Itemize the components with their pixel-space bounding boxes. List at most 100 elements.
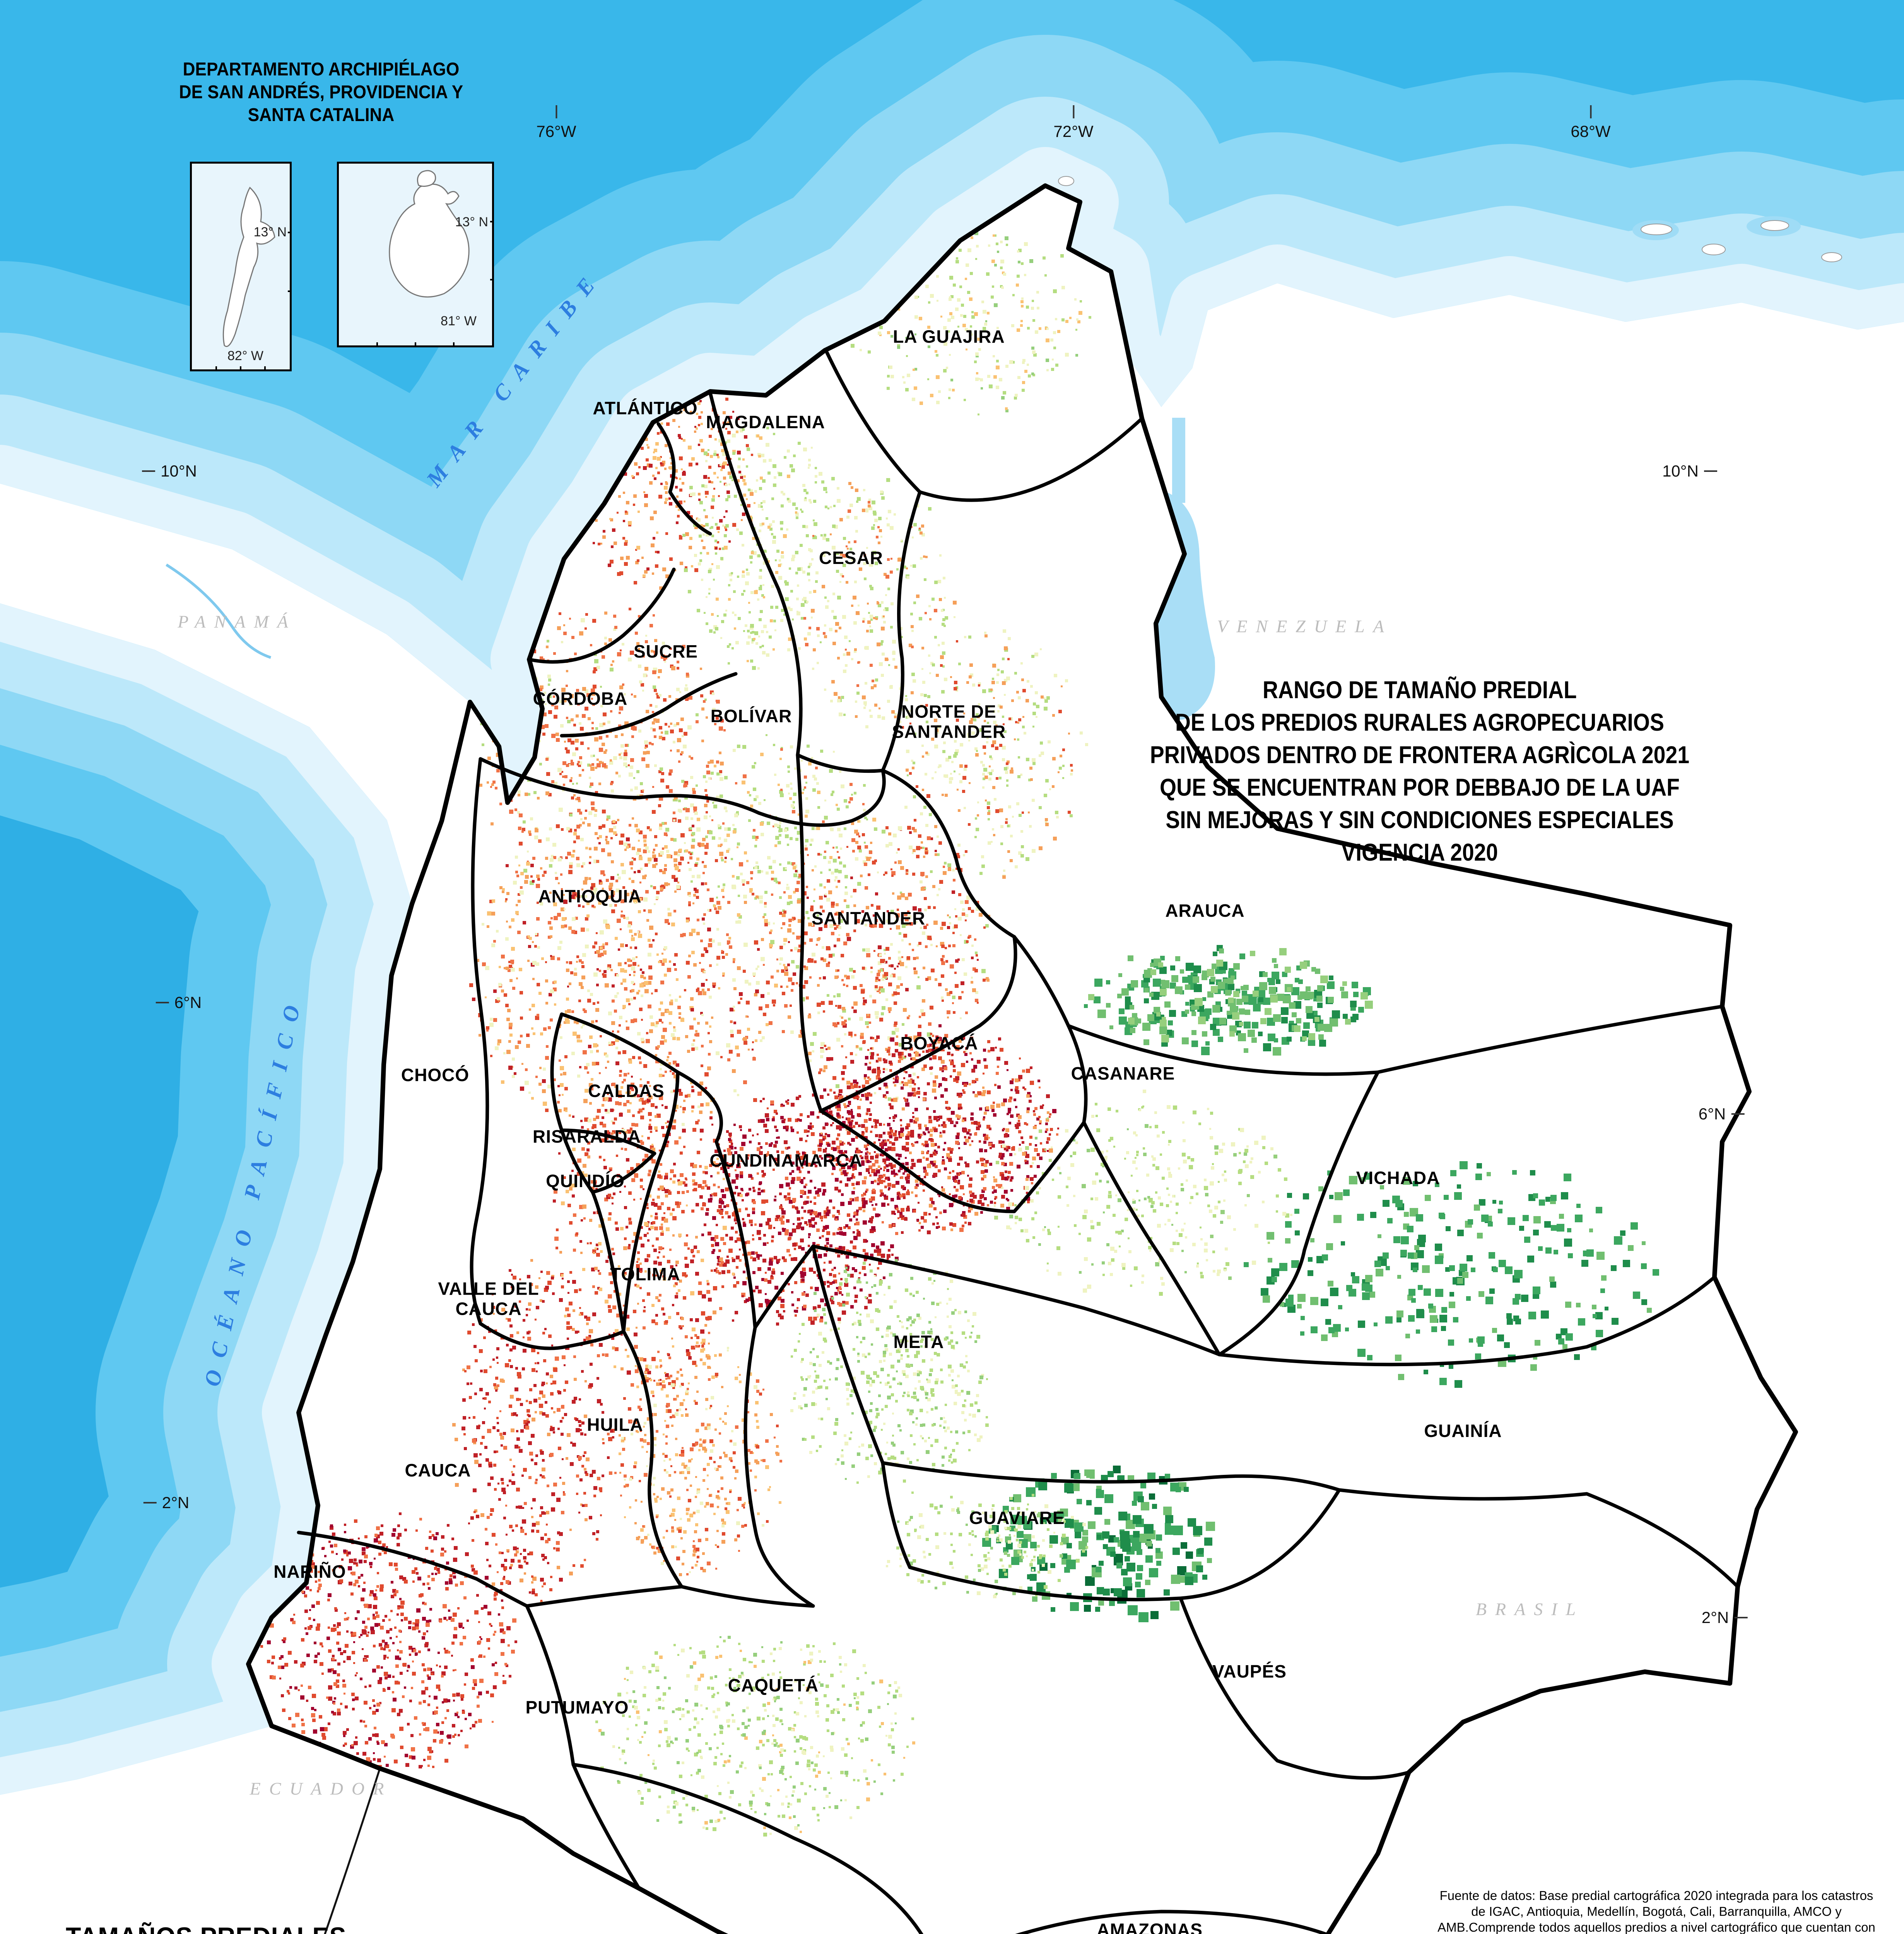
map-title-line: SIN MEJORAS Y SIN CONDICIONES ESPECIALES — [1166, 806, 1674, 834]
graticule-tick — [1590, 105, 1591, 118]
speckle-layer — [779, 826, 979, 1100]
speckle-layer — [578, 370, 748, 577]
country-label-ecuador: ECUADOR — [250, 1779, 393, 1799]
map-title-line: DE LOS PREDIOS RURALES AGROPECUARIOS — [1175, 709, 1664, 736]
speckle-layer — [701, 1088, 899, 1319]
department-label-bolívar: BOLÍVAR — [710, 706, 792, 726]
graticule-tick — [1704, 470, 1717, 472]
inset1-lat-label: 13° N — [253, 225, 287, 239]
department-label-chocó: CHOCÓ — [401, 1065, 470, 1085]
predios-speckles — [260, 222, 1659, 1837]
department-label-la-guajira: LA GUAJIRA — [893, 326, 1005, 347]
speckle-layer — [790, 1271, 984, 1478]
speckle-layer — [982, 1473, 1204, 1622]
speckle-layer — [561, 1086, 749, 1374]
inset-title-line: DE SAN ANDRÉS, PROVIDENCIA Y — [179, 82, 463, 103]
department-label-guaviare: GUAVIARE — [969, 1508, 1065, 1528]
speckle-layer — [682, 425, 839, 670]
speckle-layer — [1009, 1124, 1277, 1280]
graticule-label-6°n: 6°N — [156, 993, 202, 1012]
speckle-layer — [802, 1259, 983, 1480]
legend: TAMAÑOS PREDIALES A1.Hasta 0,5 haA2.Mayo… — [66, 1922, 361, 1934]
speckle-layer — [791, 1262, 989, 1494]
graticule-text: 10°N — [1662, 462, 1699, 480]
inset1-lon-label: 82° W — [227, 349, 263, 363]
speckle-layer — [896, 1494, 1088, 1597]
graticule-text: 68°W — [1571, 122, 1611, 140]
department-label-valle-del-cauca: VALLE DEL CAUCA — [438, 1278, 539, 1319]
inset2-lat-label: 13° N — [455, 215, 488, 229]
graticule-text: 2°N — [1701, 1608, 1729, 1626]
department-label-caquetá: CAQUETÁ — [728, 1675, 819, 1696]
map-title-line: PRIVADOS DENTRO DE FRONTERA AGRÌCOLA 202… — [1150, 741, 1690, 769]
graticule-label-2°n: 2°N — [1702, 1608, 1748, 1627]
department-label-casanare: CASANARE — [1071, 1063, 1175, 1084]
graticule-label-2°n: 2°N — [143, 1493, 190, 1512]
san-andres-island — [215, 186, 290, 369]
graticule-tick — [1734, 1617, 1748, 1618]
department-label-córdoba: CÓRDOBA — [533, 689, 628, 709]
caribbean-islands — [1058, 176, 1842, 262]
map-title-line: QUE SE ENCUENTRAN POR DEBBAJO DE LA UAF — [1159, 774, 1680, 801]
department-label-cauca: CAUCA — [405, 1460, 471, 1481]
inset-title-line: SANTA CATALINA — [248, 105, 395, 125]
department-label-vichada: VICHADA — [1356, 1168, 1440, 1188]
speckle-layer — [479, 612, 724, 908]
graticule-text: 2°N — [162, 1493, 190, 1512]
speckle-layer — [822, 1037, 1053, 1232]
department-label-sucre: SUCRE — [633, 641, 698, 662]
colombia-outline — [246, 183, 1798, 1934]
panama-river — [166, 564, 272, 659]
speckle-layer — [696, 753, 876, 923]
graticule-tick — [1073, 105, 1074, 118]
graticule-label-72°w: 72°W — [1053, 105, 1094, 141]
graticule-tick — [555, 105, 557, 118]
department-borders — [297, 351, 1740, 1934]
country-label-brasil: BRASIL — [1475, 1599, 1584, 1619]
department-label-caldas: CALDAS — [588, 1081, 665, 1101]
department-label-arauca: ARAUCA — [1165, 900, 1245, 921]
department-label-amazonas: AMAZONAS — [1097, 1920, 1203, 1934]
graticule-text: 10°N — [161, 462, 197, 480]
graticule-tick — [143, 1502, 157, 1503]
department-label-antioquia: ANTIOQUIA — [538, 886, 642, 907]
graticule-tick — [1731, 1113, 1745, 1115]
san-andres-inset: DEPARTAMENTO ARCHIPIÉLAGO DE SAN ANDRÉS, … — [147, 58, 511, 371]
inset-box-san-andres: 13° N 82° W — [190, 162, 292, 371]
ecuador-peru-border — [324, 1768, 381, 1934]
graticule-text: 6°N — [174, 993, 202, 1011]
department-label-huila: HUILA — [587, 1415, 643, 1435]
graticule-label-68°w: 68°W — [1571, 105, 1611, 141]
department-label-meta: META — [893, 1332, 944, 1352]
speckle-layer — [612, 1647, 902, 1835]
department-label-norte-de-santander: NORTE DE SANTANDER — [892, 701, 1006, 741]
speckle-layer — [820, 1035, 1053, 1231]
speckle-layer — [711, 434, 816, 662]
department-label-magdalena: MAGDALENA — [706, 412, 825, 432]
speckle-layer — [1097, 948, 1348, 1056]
inset-title-line: DEPARTAMENTO ARCHIPIÉLAGO — [183, 59, 460, 80]
department-label-nariño: NARIÑO — [273, 1562, 346, 1582]
speckle-layer — [601, 1636, 897, 1826]
graticule-label-76°w: 76°W — [536, 105, 576, 141]
map-title-line: RANGO DE TAMAÑO PREDIAL — [1262, 677, 1577, 704]
inset-title: DEPARTAMENTO ARCHIPIÉLAGO DE SAN ANDRÉS, … — [161, 58, 481, 126]
graticule-tick — [156, 1002, 169, 1003]
speckle-layer — [772, 826, 986, 1097]
speckle-layer — [1244, 1161, 1659, 1385]
department-label-boyacá: BOYACÁ — [900, 1033, 978, 1054]
map-title-line: VIGENCIA 2020 — [1341, 839, 1498, 866]
department-label-cesar: CESAR — [819, 548, 884, 568]
map-title: RANGO DE TAMAÑO PREDIAL DE LOS PREDIOS RU… — [1120, 674, 1719, 869]
country-label-panamá: PANAMÁ — [178, 612, 297, 632]
speckle-layer — [796, 487, 955, 728]
department-label-cundinamarca: CUNDINAMARCA — [709, 1150, 863, 1171]
country-label-venezuela: VENEZUELA — [1217, 616, 1393, 636]
inset-box-providencia: 13° N 81° W — [337, 162, 494, 347]
graticule-text: 6°N — [1698, 1105, 1726, 1123]
speckle-layer — [1084, 953, 1371, 1055]
department-label-putumayo: PUTUMAYO — [525, 1697, 629, 1718]
providencia-island — [376, 170, 492, 345]
